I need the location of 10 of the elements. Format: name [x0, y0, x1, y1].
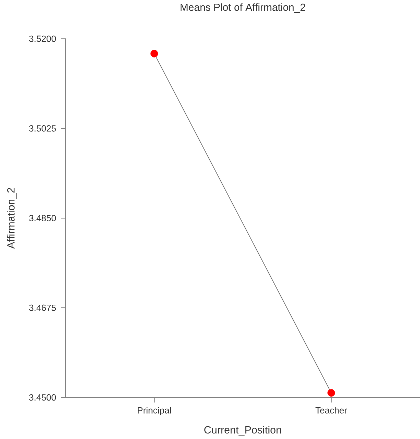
x-axis-title: Current_Position: [204, 426, 282, 436]
y-tick-label: 3.5200: [29, 36, 56, 42]
chart-title: Means Plot of Affirmation_2: [180, 4, 306, 14]
y-tick-label: 3.4675: [29, 304, 56, 312]
y-axis-title: Affirmation_2: [7, 188, 17, 250]
y-tick-label: 3.5025: [29, 125, 56, 132]
y-tick-label: 3.4850: [29, 215, 56, 222]
x-tick-label: Teacher: [316, 407, 348, 414]
y-tick-label: 3.4500: [29, 394, 56, 401]
x-tick-label: Principal: [138, 407, 172, 416]
